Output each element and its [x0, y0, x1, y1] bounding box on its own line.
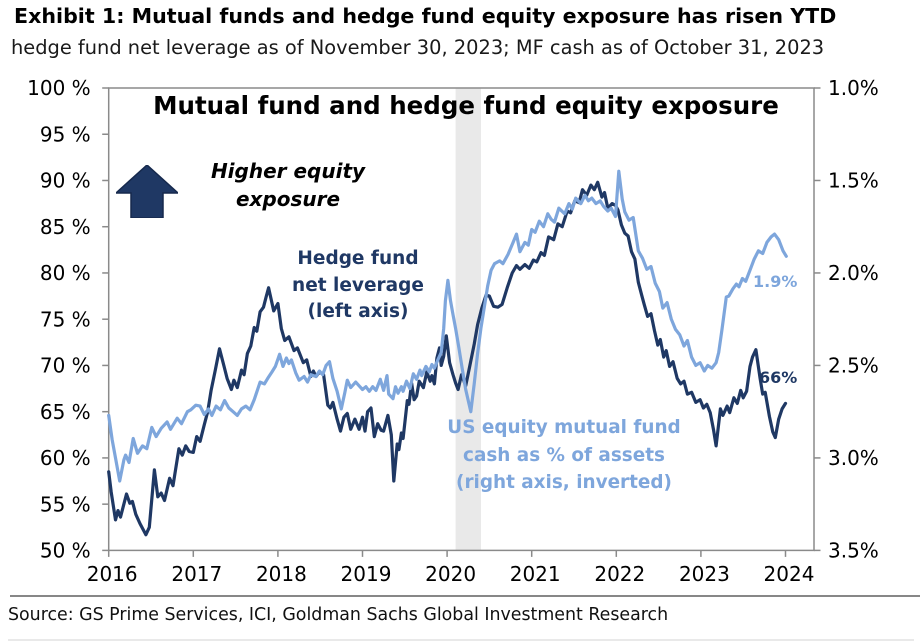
- hedge-fund-label-line2: net leverage: [292, 274, 424, 296]
- right-axis-tick-label: 3.5%: [828, 539, 879, 563]
- light-series-end-value: 1.9%: [753, 272, 798, 291]
- right-axis-tick-label: 3.0%: [828, 446, 879, 470]
- mutual-fund-cash-line: [107, 169, 788, 483]
- higher-equity-line1: Higher equity: [210, 159, 366, 183]
- recession-band: [455, 88, 481, 551]
- exhibit-title: Exhibit 1: Mutual funds and hedge fund e…: [14, 4, 837, 28]
- left-axis-tick-label: 60 %: [40, 446, 91, 470]
- left-axis-tick-label: 90 %: [40, 169, 91, 193]
- left-axis-tick-label: 55 %: [40, 492, 91, 516]
- up-block-arrow: [114, 163, 180, 219]
- x-axis-tick-label: 2020: [425, 562, 476, 586]
- right-axis-tick-label: 1.0%: [828, 76, 879, 100]
- mutual-fund-label-line2: cash as % of assets: [463, 444, 665, 466]
- exhibit-subtitle: hedge fund net leverage as of November 3…: [11, 36, 825, 59]
- x-axis-tick-label: 2016: [87, 562, 138, 586]
- x-axis-tick-label: 2018: [256, 562, 307, 586]
- bottom-divider: [8, 639, 914, 641]
- right-axis-tick-label: 2.5%: [828, 354, 879, 378]
- mutual-fund-label-line3: (right axis, inverted): [456, 472, 672, 493]
- hedge-fund-label-line3: (left axis): [307, 301, 409, 322]
- higher-equity-line2: exposure: [235, 187, 341, 211]
- mutual-fund-label-line1: US equity mutual fund: [447, 417, 681, 438]
- chart-title: Mutual fund and hedge fund equity exposu…: [153, 91, 779, 120]
- source-text: Source: GS Prime Services, ICI, Goldman …: [8, 605, 669, 625]
- x-axis-tick-label: 2022: [594, 562, 645, 586]
- footer-divider: [10, 595, 920, 597]
- left-axis-tick-label: 95 %: [40, 122, 91, 146]
- left-axis-tick-label: 75 %: [40, 307, 91, 331]
- x-axis-tick-label: 2017: [171, 562, 222, 586]
- mutual-fund-series-label: US equity mutual fund cash as % of asset…: [441, 414, 687, 497]
- left-axis-tick-label: 50 %: [40, 539, 91, 563]
- dark-series-end-value: 66%: [759, 368, 798, 387]
- left-axis-tick-label: 80 %: [40, 261, 91, 285]
- left-axis-tick-label: 100 %: [27, 76, 91, 100]
- hedge-fund-label-line1: Hedge fund: [297, 248, 419, 269]
- left-axis-tick-label: 85 %: [40, 215, 91, 239]
- higher-exposure-arrow-icon: [114, 163, 180, 222]
- left-axis-tick-label: 70 %: [40, 354, 91, 378]
- left-axis-tick-label: 65 %: [40, 400, 91, 424]
- x-axis-tick-label: 2024: [764, 562, 815, 586]
- higher-equity-exposure-label: Higher equity exposure: [190, 157, 386, 213]
- x-axis-tick-label: 2021: [510, 562, 561, 586]
- x-axis-tick-label: 2019: [341, 562, 392, 586]
- right-axis-tick-label: 2.0%: [828, 261, 879, 285]
- right-axis-tick-label: 1.5%: [828, 169, 879, 193]
- hedge-fund-series-label: Hedge fund net leverage (left axis): [258, 246, 458, 326]
- x-axis-tick-label: 2023: [679, 562, 730, 586]
